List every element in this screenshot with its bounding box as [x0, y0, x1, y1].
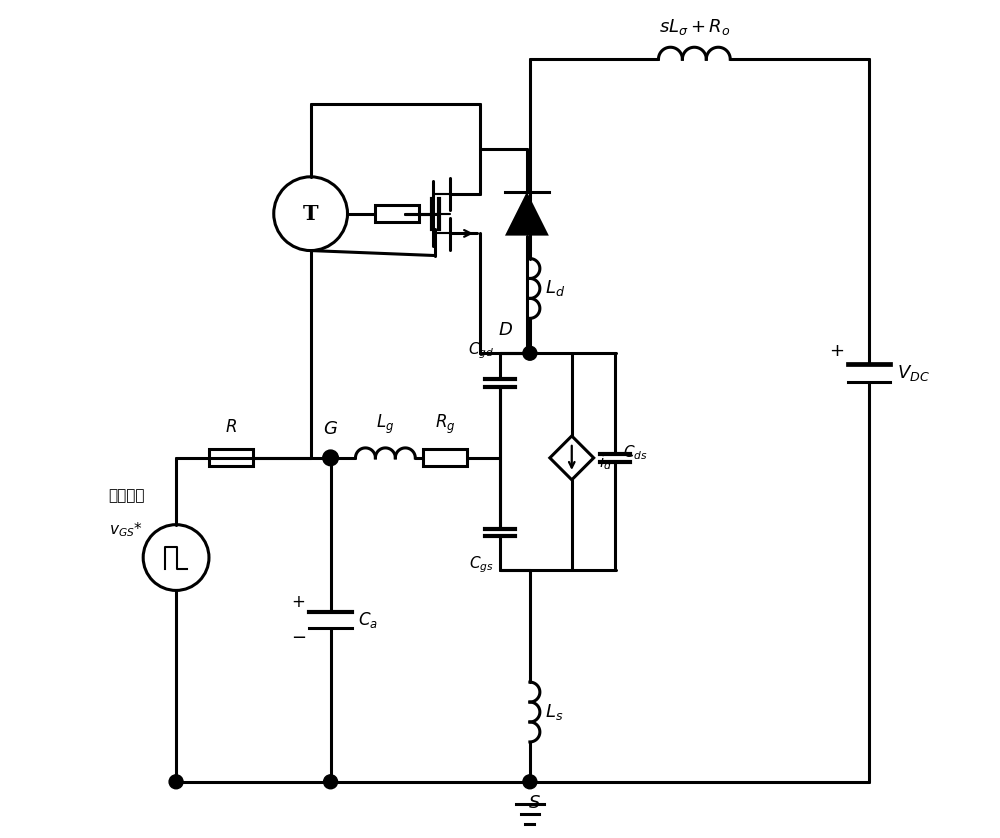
- Text: $C_{gs}$: $C_{gs}$: [469, 555, 494, 575]
- Text: $L_s$: $L_s$: [545, 702, 563, 722]
- Text: +: +: [292, 593, 306, 611]
- Text: $L_g$: $L_g$: [376, 413, 394, 436]
- Text: +: +: [829, 342, 844, 360]
- Circle shape: [523, 346, 537, 360]
- Text: T: T: [303, 204, 318, 224]
- Bar: [209, 449, 253, 466]
- Circle shape: [324, 775, 338, 789]
- Text: R: R: [225, 418, 237, 436]
- Text: $R_g$: $R_g$: [435, 413, 455, 436]
- Text: $i_d$: $i_d$: [599, 453, 612, 472]
- Circle shape: [523, 775, 537, 789]
- Text: $C_a$: $C_a$: [358, 610, 378, 630]
- Circle shape: [169, 775, 183, 789]
- Text: D: D: [498, 321, 512, 339]
- Text: $L_d$: $L_d$: [545, 278, 565, 298]
- Text: 驱动信号: 驱动信号: [108, 489, 144, 504]
- Bar: [423, 449, 467, 466]
- Text: $sL_\sigma+R_o$: $sL_\sigma+R_o$: [659, 18, 730, 37]
- Polygon shape: [505, 192, 549, 235]
- Text: $V_{DC}$: $V_{DC}$: [897, 363, 929, 383]
- Text: $C_{gd}$: $C_{gd}$: [468, 340, 494, 361]
- Text: S: S: [529, 794, 541, 812]
- Text: $v_{GS}$*: $v_{GS}$*: [109, 520, 143, 539]
- Bar: [375, 205, 419, 222]
- Text: −: −: [291, 628, 306, 647]
- Text: G: G: [324, 420, 338, 438]
- Text: $C_{ds}$: $C_{ds}$: [623, 443, 647, 463]
- Circle shape: [324, 451, 338, 465]
